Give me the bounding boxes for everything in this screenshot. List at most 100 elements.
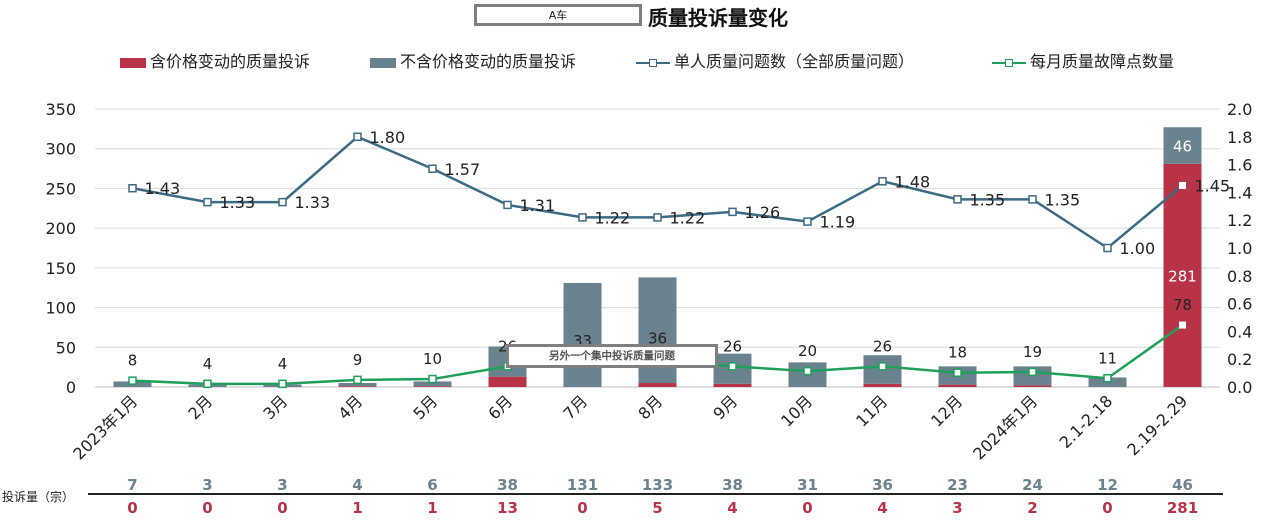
series-line-per-person-issues <box>132 135 1184 250</box>
point-per-person-issues <box>1028 195 1037 204</box>
y-left-tick-label: 350 <box>45 100 76 119</box>
x-tick-label: 2.1-2.18 <box>1056 391 1117 452</box>
x-tick-label: 11月 <box>852 391 891 430</box>
annotation-callout: 另外一个集中投诉质量问题 <box>506 344 718 368</box>
data-label-monthly-fault-points: 19 <box>1023 343 1042 361</box>
y-right-tick-label: 1.8 <box>1227 128 1252 147</box>
bar-segment-price-change <box>863 383 902 387</box>
legend-item-gray-bars: 不含价格变动的质量投诉 <box>370 50 576 74</box>
point-monthly-fault-points <box>1103 374 1112 383</box>
x-tick-label: 12月 <box>927 391 966 430</box>
y-left-tick-label: 50 <box>56 338 76 357</box>
y-right-tick-label: 1.0 <box>1227 239 1252 258</box>
table-cell-no-price-change: 38 <box>722 476 743 494</box>
point-per-person-issues <box>128 183 137 193</box>
table-cell-price-change: 1 <box>427 499 437 517</box>
table-cell-no-price-change: 133 <box>642 476 673 494</box>
point-monthly-fault-points <box>803 366 812 376</box>
y-left-tick-label: 100 <box>45 299 76 318</box>
data-label-per-person-issues: 1.00 <box>1120 239 1156 258</box>
subject-label-box: A车 <box>474 4 642 26</box>
bar-segment-price-change <box>1163 163 1202 387</box>
table-cell-no-price-change: 7 <box>127 476 137 494</box>
table-cell-price-change: 0 <box>127 499 137 517</box>
point-per-person-issues <box>578 213 587 222</box>
x-tick-label: 2月 <box>184 391 216 423</box>
data-label-monthly-fault-points: 26 <box>873 337 892 355</box>
point-per-person-issues <box>878 177 887 186</box>
y-right-tick-label: 0.2 <box>1227 350 1252 369</box>
table-cell-no-price-change: 31 <box>797 476 818 494</box>
data-label-per-person-issues: 1.80 <box>370 128 406 147</box>
data-label-monthly-fault-points: 78 <box>1173 296 1192 314</box>
point-per-person-issues <box>1103 243 1112 253</box>
point-monthly-fault-points <box>128 376 137 385</box>
table-cell-price-change: 0 <box>577 499 587 517</box>
table-cell-no-price-change: 3 <box>277 476 287 494</box>
table-cell-price-change: 0 <box>1102 499 1112 517</box>
legend-item-blue-line: 单人质量问题数（全部质量问题） <box>636 50 914 74</box>
x-tick-label: 8月 <box>634 391 666 423</box>
point-monthly-fault-points <box>428 374 437 384</box>
bar-segment-no-price-change <box>1163 127 1202 164</box>
point-per-person-issues <box>803 217 812 226</box>
table-row-label: 投诉量（宗） <box>2 490 75 504</box>
point-per-person-issues <box>503 200 512 210</box>
y-left-tick-label: 0 <box>66 378 76 397</box>
legend-item-green-line: 每月质量故障点数量 <box>992 50 1174 74</box>
data-label-monthly-fault-points: 4 <box>203 355 213 373</box>
bar-segment-no-price-change <box>563 282 602 387</box>
x-tick-label: 6月 <box>484 391 516 423</box>
data-label-per-person-issues: 1.35 <box>1045 190 1081 209</box>
point-monthly-fault-points <box>278 379 287 389</box>
data-label-monthly-fault-points: 8 <box>128 352 138 370</box>
table-cell-price-change: 281 <box>1167 499 1198 517</box>
bar-inner-label: 46 <box>1173 138 1192 156</box>
table-cell-price-change: 1 <box>352 499 362 517</box>
table-cell-price-change: 13 <box>497 499 518 517</box>
point-per-person-issues <box>728 207 737 217</box>
bar-segment-no-price-change <box>413 381 452 387</box>
table-cell-no-price-change: 46 <box>1172 476 1193 494</box>
point-monthly-fault-points <box>1179 321 1186 329</box>
legend-line-marker-green <box>992 58 1026 68</box>
table-cell-price-change: 0 <box>277 499 287 517</box>
chart-header: A车 质量投诉量变化 <box>0 0 1270 34</box>
chart-legend: 含价格变动的质量投诉 不含价格变动的质量投诉 单人质量问题数（全部质量问题） 每… <box>0 50 1270 76</box>
legend-label: 含价格变动的质量投诉 <box>150 52 311 71</box>
point-per-person-issues <box>1179 181 1186 189</box>
point-per-person-issues <box>653 213 662 222</box>
x-tick-label: 7月 <box>559 391 591 423</box>
x-tick-label: 9月 <box>709 391 741 423</box>
y-right-tick-label: 0.6 <box>1227 295 1252 314</box>
data-label-monthly-fault-points: 20 <box>798 342 817 360</box>
x-tick-label: 4月 <box>334 391 366 423</box>
data-label-monthly-fault-points: 18 <box>948 344 967 362</box>
data-label-monthly-fault-points: 4 <box>278 355 288 373</box>
data-label-per-person-issues: 1.33 <box>220 193 256 212</box>
table-cell-no-price-change: 36 <box>872 476 893 494</box>
point-per-person-issues <box>353 132 362 142</box>
legend-swatch-red <box>120 57 146 68</box>
y-right-tick-label: 0.0 <box>1227 378 1252 397</box>
point-per-person-issues <box>953 195 962 204</box>
x-tick-label: 5月 <box>409 391 441 423</box>
bar-segment-price-change <box>338 386 377 387</box>
data-label-monthly-fault-points: 10 <box>423 350 442 368</box>
point-monthly-fault-points <box>953 368 962 377</box>
table-cell-no-price-change: 131 <box>567 476 598 494</box>
legend-line-marker-blue <box>636 58 670 68</box>
data-label-per-person-issues: 1.57 <box>445 160 481 179</box>
bar-segment-no-price-change <box>338 383 377 387</box>
data-label-per-person-issues: 1.19 <box>820 213 856 232</box>
y-left-tick-label: 150 <box>45 259 76 278</box>
y-right-tick-label: 1.2 <box>1227 211 1252 230</box>
data-label-per-person-issues: 1.48 <box>895 172 931 191</box>
table-cell-no-price-change: 24 <box>1022 476 1043 494</box>
y-left-tick-label: 300 <box>45 140 76 159</box>
table-cell-no-price-change: 38 <box>497 476 518 494</box>
data-label-per-person-issues: 1.43 <box>145 179 181 198</box>
table-cell-no-price-change: 6 <box>427 476 437 494</box>
x-tick-label: 2023年1月 <box>69 391 141 463</box>
